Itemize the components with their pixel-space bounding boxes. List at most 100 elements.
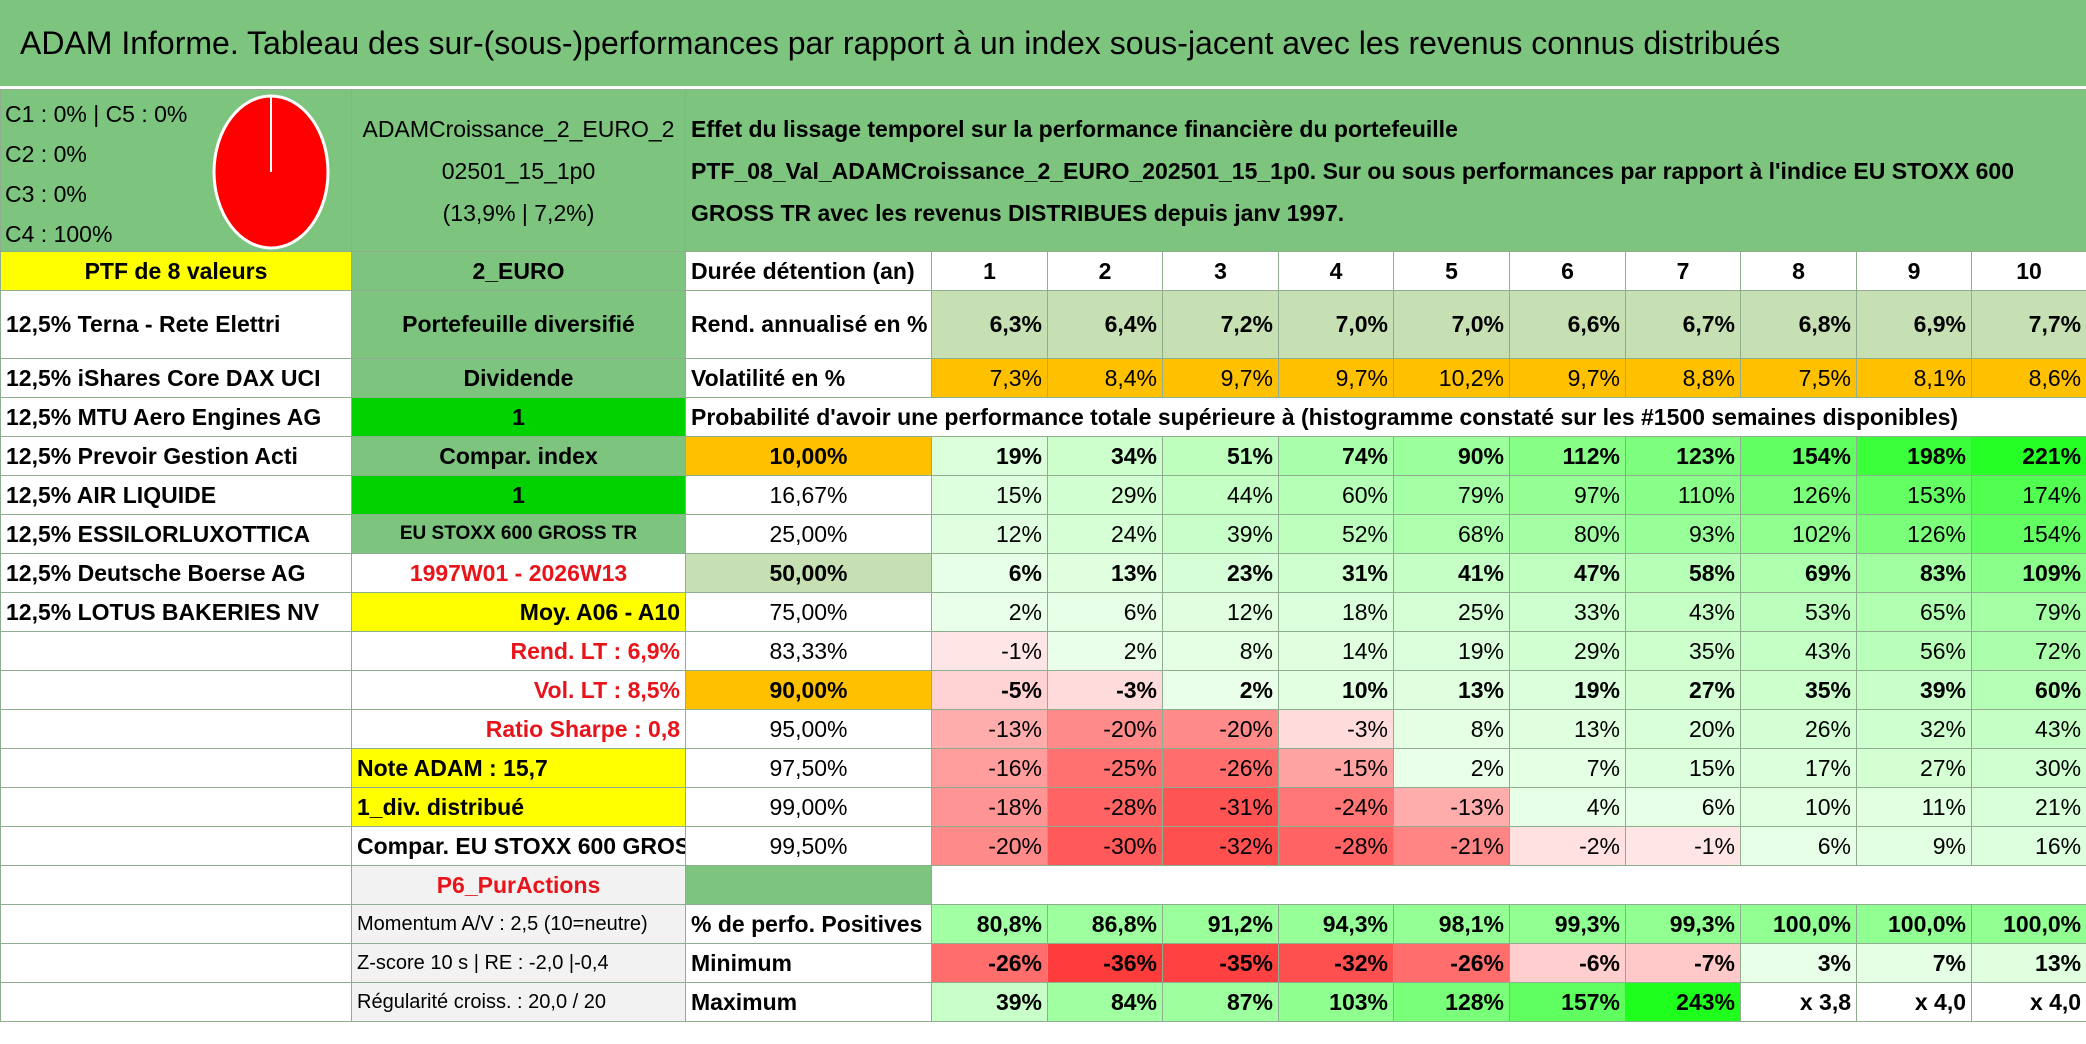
indicator-label: Momentum A/V : 2,5 (10=neutre) xyxy=(351,904,686,944)
quantile-value: 44% xyxy=(1162,475,1279,515)
quantile-value: 47% xyxy=(1509,553,1626,593)
quantile-value: 97% xyxy=(1509,475,1626,515)
quantile-value: 19% xyxy=(931,436,1048,476)
empty-cell xyxy=(0,709,352,749)
description-line: PTF_08_Val_ADAMCroissance_2_EURO_202501_… xyxy=(691,157,2015,184)
quantile-value: 4% xyxy=(1509,787,1626,827)
annual-return-value: 6,3% xyxy=(931,290,1048,359)
positive-ratio-value: 99,3% xyxy=(1509,904,1626,944)
quantile-value: 112% xyxy=(1509,436,1626,476)
minimum-value: -36% xyxy=(1047,943,1163,983)
table-row: Momentum A/V : 2,5 (10=neutre)% de perfo… xyxy=(0,904,2086,944)
volatility-value: 10,2% xyxy=(1393,358,1510,398)
concentration-pie-chart xyxy=(212,94,330,250)
quantile-value: 56% xyxy=(1856,631,1972,671)
empty-cell xyxy=(0,982,352,1022)
holding-row: 12,5% Terna - Rete Elettri xyxy=(0,290,352,359)
positive-ratio-value: 86,8% xyxy=(1047,904,1163,944)
year-header: 5 xyxy=(1393,251,1510,291)
maximum-value: x 4,0 xyxy=(1970,982,2086,1022)
empty-cell xyxy=(0,631,352,671)
concentration-item: C4 : 100% xyxy=(5,221,113,247)
table-row: 12,5% ESSILORLUXOTTICA EU STOXX 600 GROSS… xyxy=(0,514,2086,554)
description: Effet du lissage temporel sur la perform… xyxy=(684,89,2086,252)
quantile-label: 75,00% xyxy=(685,592,932,632)
minimum-value: -35% xyxy=(1162,943,1279,983)
positive-ratio-value: 100,0% xyxy=(1740,904,1857,944)
quantile-value: -28% xyxy=(1047,787,1163,827)
minimum-value: -7% xyxy=(1625,943,1741,983)
annual-return-value: 7,2% xyxy=(1162,290,1279,359)
quantile-value: 43% xyxy=(1740,631,1857,671)
quantile-value: 6% xyxy=(1625,787,1741,827)
quantile-value: -21% xyxy=(1393,826,1510,866)
positive-ratio-value: 98,1% xyxy=(1393,904,1510,944)
quantile-value: 30% xyxy=(1970,748,2086,788)
holding-row: 12,5% iShares Core DAX UCI xyxy=(0,358,352,398)
quantile-label: 95,00% xyxy=(685,709,932,749)
fund-name-line: 02501_15_1p0 xyxy=(441,157,596,184)
year-header: 4 xyxy=(1278,251,1394,291)
quantile-value: 52% xyxy=(1278,514,1394,554)
empty-cell xyxy=(685,865,932,905)
maximum-value: 87% xyxy=(1162,982,1279,1022)
quantile-value: 74% xyxy=(1278,436,1394,476)
quantile-value: 126% xyxy=(1856,514,1972,554)
concentration-item: C3 : 0% xyxy=(5,181,87,207)
quantile-value: 69% xyxy=(1740,553,1857,593)
table-row: Note ADAM : 15,7 97,50% -16% -25% -26% -15% 2%… xyxy=(0,748,2086,788)
minimum-label: Minimum xyxy=(685,943,932,983)
volatility-value: 8,4% xyxy=(1047,358,1163,398)
empty-cell xyxy=(0,670,352,710)
probability-label: Probabilité d'avoir une performance tota… xyxy=(684,397,2086,437)
empty-cell xyxy=(0,787,352,827)
quantile-value: 17% xyxy=(1740,748,1857,788)
year-header: 7 xyxy=(1625,251,1741,291)
dividend-label: Dividende xyxy=(351,358,686,398)
description-line: GROSS TR avec les revenus DISTRIBUES dep… xyxy=(691,199,1345,226)
holding-row: 12,5% AIR LIQUIDE xyxy=(0,475,352,515)
volatility-value: 8,8% xyxy=(1625,358,1741,398)
minimum-value: 7% xyxy=(1856,943,1972,983)
quantile-value: 27% xyxy=(1856,748,1972,788)
quantile-value: 19% xyxy=(1509,670,1626,710)
quantile-value: 29% xyxy=(1509,631,1626,671)
table-row: Rend. LT : 6,9% 83,33% -1% 2% 8% 14% 19% 29% 35%… xyxy=(0,631,2086,671)
positive-ratio-value: 99,3% xyxy=(1625,904,1741,944)
empty-cell xyxy=(0,748,352,788)
quantile-value: 7% xyxy=(1509,748,1626,788)
table-row: 12,5% iShares Core DAX UCI Dividende Volat… xyxy=(0,358,2086,398)
duration-label: Durée détention (an) xyxy=(685,251,932,291)
quantile-label: 10,00% xyxy=(685,436,932,476)
holding-row: 12,5% ESSILORLUXOTTICA xyxy=(0,514,352,554)
quantile-value: 79% xyxy=(1393,475,1510,515)
quantile-value: -18% xyxy=(931,787,1048,827)
empty-cell xyxy=(0,904,352,944)
description-line: Effet du lissage temporel sur la perform… xyxy=(691,115,1458,142)
positive-ratio-value: 100,0% xyxy=(1970,904,2086,944)
quantile-value: 8% xyxy=(1162,631,1279,671)
positive-ratio-value: 80,8% xyxy=(931,904,1048,944)
empty-cell xyxy=(0,943,352,983)
quantile-value: 154% xyxy=(1740,436,1857,476)
quantile-value: 24% xyxy=(1047,514,1163,554)
quantile-label: 83,33% xyxy=(685,631,932,671)
quantile-value: -3% xyxy=(1047,670,1163,710)
quantile-value: 6% xyxy=(931,553,1048,593)
quantile-value: 26% xyxy=(1740,709,1857,749)
table-row: 12,5% LOTUS BAKERIES NV Moy. A06 - A10 75,… xyxy=(0,592,2086,632)
minimum-value: 13% xyxy=(1970,943,2086,983)
minimum-value: -26% xyxy=(1393,943,1510,983)
quantile-label: 25,00% xyxy=(685,514,932,554)
quantile-value: 2% xyxy=(931,592,1048,632)
info-cell: Compar. index xyxy=(351,436,686,476)
quantile-value: 21% xyxy=(1970,787,2086,827)
quantile-value: -32% xyxy=(1162,826,1279,866)
quantile-value: 102% xyxy=(1740,514,1857,554)
volatility-value: 7,3% xyxy=(931,358,1048,398)
table-row: 12,5% Deutsche Boerse AG 1997W01 - 2026W1… xyxy=(0,553,2086,593)
minimum-value: -32% xyxy=(1278,943,1394,983)
info-cell: Rend. LT : 6,9% xyxy=(351,631,686,671)
quantile-value: -30% xyxy=(1047,826,1163,866)
currency-label: 2_EURO xyxy=(351,251,686,291)
